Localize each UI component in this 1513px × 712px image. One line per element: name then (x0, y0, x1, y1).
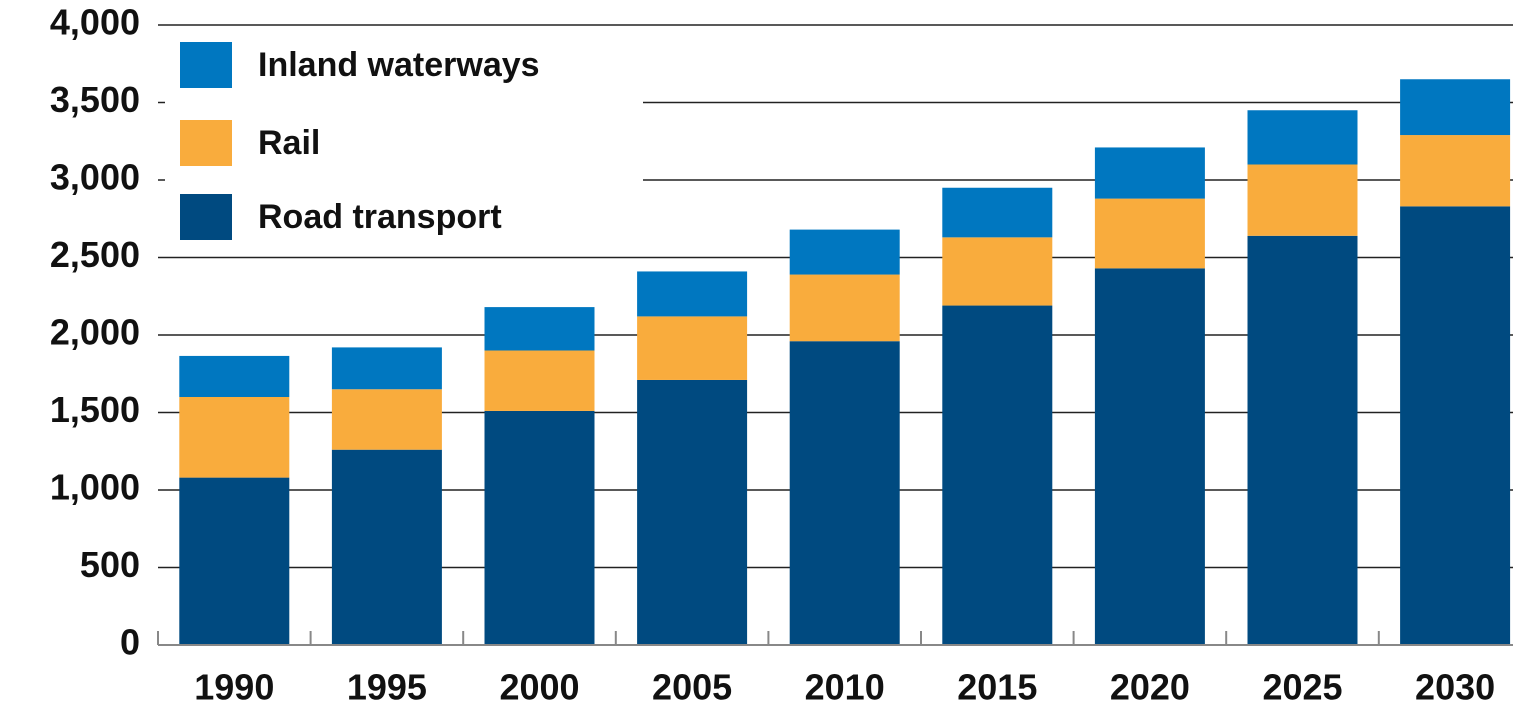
bar-segment (179, 397, 290, 478)
bar-segment (1094, 147, 1205, 199)
x-tick-label: 2030 (1415, 667, 1495, 708)
legend-label: Rail (258, 124, 320, 162)
y-tick-label: 0 (120, 622, 140, 663)
bar-segment (942, 305, 1053, 645)
bar-segment (179, 477, 290, 645)
bar-segment (637, 316, 748, 380)
y-tick-label: 4,000 (50, 2, 140, 43)
x-tick-label: 2020 (1110, 667, 1190, 708)
legend-label: Inland waterways (258, 46, 540, 84)
y-tick-label: 1,500 (50, 389, 140, 430)
bar-segment (1094, 268, 1205, 645)
bar-segment (637, 271, 748, 317)
bar-segment (637, 379, 748, 645)
x-tick-label: 2015 (957, 667, 1037, 708)
bar-segment (789, 229, 900, 275)
bar-segment (179, 355, 290, 397)
x-tick-label: 1995 (347, 667, 427, 708)
legend-background (165, 33, 643, 248)
bar-segment (484, 410, 595, 645)
y-tick-label: 500 (80, 544, 140, 585)
bar-segment (1094, 198, 1205, 269)
x-tick-label: 1990 (194, 667, 274, 708)
bar-segment (331, 347, 442, 390)
bar-segment (942, 187, 1053, 238)
bar-segment (942, 237, 1053, 306)
legend-swatch (180, 42, 232, 88)
x-tick-label: 2010 (805, 667, 885, 708)
bar-segment (331, 389, 442, 450)
y-tick-label: 1,000 (50, 467, 140, 508)
legend-swatch (180, 194, 232, 240)
bar-segment (1247, 110, 1358, 165)
y-tick-label: 2,500 (50, 234, 140, 275)
x-tick-label: 2025 (1262, 667, 1342, 708)
y-tick-label: 3,500 (50, 79, 140, 120)
x-tick-label: 2000 (499, 667, 579, 708)
bar-segment (789, 274, 900, 342)
bar-segment (331, 449, 442, 645)
bar-segment (484, 307, 595, 351)
bar-segment (1400, 206, 1511, 645)
x-tick-label: 2005 (652, 667, 732, 708)
bar-segment (484, 350, 595, 411)
legend-label: Road transport (258, 198, 502, 236)
y-tick-label: 3,000 (50, 157, 140, 198)
bar-segment (1400, 135, 1511, 207)
bar-segment (789, 341, 900, 645)
bar-segment (1400, 79, 1511, 136)
legend-swatch (180, 120, 232, 166)
y-tick-label: 2,000 (50, 312, 140, 353)
bar-segment (1247, 164, 1358, 236)
bar-segment (1247, 235, 1358, 646)
